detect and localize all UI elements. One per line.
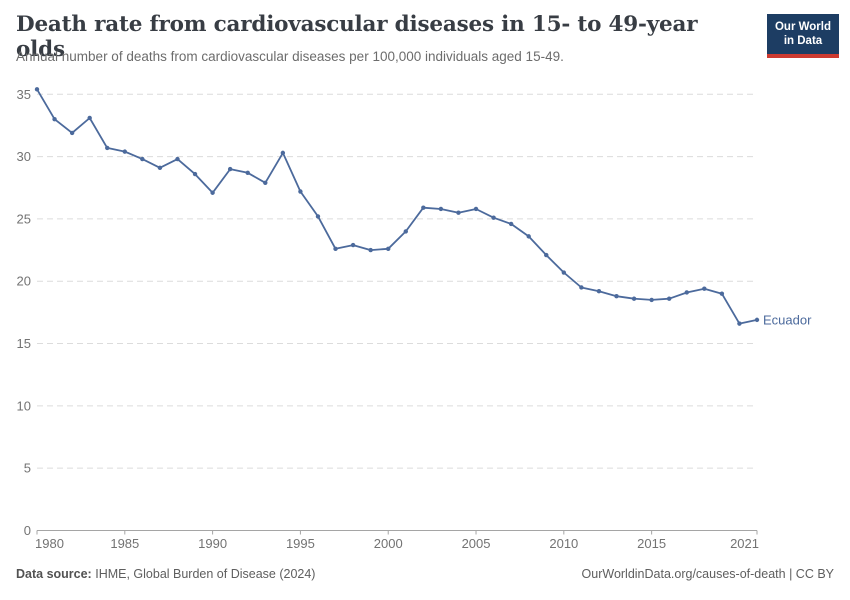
data-point-2013 bbox=[614, 293, 619, 299]
x-axis: 1980 1985 1990 1995 2000 2005 2010 2015 2021 bbox=[35, 530, 759, 551]
data-point-2009 bbox=[544, 252, 549, 258]
owid-logo-line2: in Data bbox=[783, 35, 823, 48]
x-tick-label-2005: 2005 bbox=[462, 536, 491, 551]
x-tick-label-1980: 1980 bbox=[35, 536, 64, 551]
x-tick-label-1995: 1995 bbox=[286, 536, 315, 551]
x-tick-label-1985: 1985 bbox=[110, 536, 139, 551]
data-point-2002 bbox=[421, 205, 426, 210]
data-point-1985 bbox=[122, 149, 128, 154]
data-point-2017 bbox=[684, 290, 689, 295]
data-point-1988 bbox=[175, 156, 180, 162]
data-point-2020 bbox=[737, 321, 742, 326]
series-line-ecuador bbox=[36, 88, 758, 325]
series-label-ecuador[interactable]: Ecuador bbox=[763, 312, 812, 327]
data-point-1980 bbox=[34, 87, 40, 92]
data-point-1997 bbox=[333, 246, 338, 252]
y-tick-label-20: 20 bbox=[17, 274, 31, 289]
data-point-1994 bbox=[280, 150, 286, 156]
data-point-2001 bbox=[403, 229, 408, 234]
y-tick-label-5: 5 bbox=[24, 461, 31, 476]
data-point-1987 bbox=[157, 165, 163, 171]
x-tick-label-2015: 2015 bbox=[637, 536, 666, 551]
data-point-2014 bbox=[631, 296, 637, 301]
y-tick-label-0: 0 bbox=[24, 523, 31, 538]
data-point-2005 bbox=[473, 206, 479, 212]
data-point-2000 bbox=[386, 246, 391, 252]
data-point-1983 bbox=[87, 115, 92, 121]
data-point-2010 bbox=[561, 270, 567, 275]
data-point-2015 bbox=[649, 297, 654, 303]
y-tick-label-10: 10 bbox=[17, 398, 31, 413]
data-point-1992 bbox=[245, 170, 250, 176]
data-point-2006 bbox=[491, 215, 496, 220]
data-point-2019 bbox=[719, 291, 725, 296]
data-point-2018 bbox=[702, 286, 707, 291]
y-tick-label-15: 15 bbox=[17, 336, 31, 351]
data-point-1981 bbox=[52, 117, 57, 122]
data-point-1982 bbox=[69, 130, 75, 136]
data-point-1984 bbox=[105, 145, 110, 151]
owid-logo-line1: Our World bbox=[774, 21, 831, 33]
y-tick-label-25: 25 bbox=[17, 211, 31, 226]
data-point-2003 bbox=[438, 206, 444, 212]
x-tick-label-2010: 2010 bbox=[549, 536, 578, 551]
data-point-1986 bbox=[140, 156, 145, 162]
owid-logo[interactable]: Our World in Data bbox=[767, 14, 839, 58]
data-point-2012 bbox=[596, 289, 602, 294]
data-point-1993 bbox=[263, 180, 268, 185]
license-label: CC BY bbox=[795, 567, 834, 581]
data-source-label: Data source: bbox=[16, 567, 92, 581]
gridlines bbox=[37, 93, 757, 469]
data-point-1989 bbox=[192, 171, 198, 177]
y-axis-labels: 0 5 10 15 20 25 30 35 bbox=[17, 87, 31, 538]
data-point-2021 bbox=[754, 317, 760, 323]
data-point-1995 bbox=[298, 189, 303, 194]
data-point-2011 bbox=[579, 285, 584, 290]
license-note: OurWorldinData.org/causes-of-death | CC … bbox=[582, 567, 834, 581]
owid-url-link[interactable]: OurWorldinData.org/causes-of-death bbox=[581, 567, 786, 581]
chart-subtitle: Annual number of deaths from cardiovascu… bbox=[16, 49, 564, 64]
y-tick-label-35: 35 bbox=[17, 87, 31, 102]
x-tick-label-1990: 1990 bbox=[198, 536, 227, 551]
y-tick-label-30: 30 bbox=[17, 149, 31, 164]
x-tick-label-2021: 2021 bbox=[730, 536, 759, 551]
data-point-1990 bbox=[210, 190, 215, 195]
data-point-1998 bbox=[350, 242, 356, 248]
data-source: Data source: IHME, Global Burden of Dise… bbox=[16, 567, 315, 581]
series-ecuador: Ecuador bbox=[34, 87, 812, 327]
chart-footer: Data source: IHME, Global Burden of Dise… bbox=[16, 567, 834, 581]
chart-title: Death rate from cardiovascular diseases … bbox=[16, 12, 698, 62]
license-divider: | bbox=[789, 567, 793, 581]
data-source-text: IHME, Global Burden of Disease (2024) bbox=[95, 567, 316, 581]
data-point-2004 bbox=[456, 210, 461, 215]
data-point-2016 bbox=[666, 296, 672, 301]
data-point-2007 bbox=[508, 221, 514, 227]
data-point-2008 bbox=[526, 234, 531, 239]
data-point-1996 bbox=[315, 214, 321, 219]
data-point-1991 bbox=[227, 166, 233, 172]
data-point-1999 bbox=[368, 247, 373, 253]
x-tick-label-2000: 2000 bbox=[374, 536, 403, 551]
